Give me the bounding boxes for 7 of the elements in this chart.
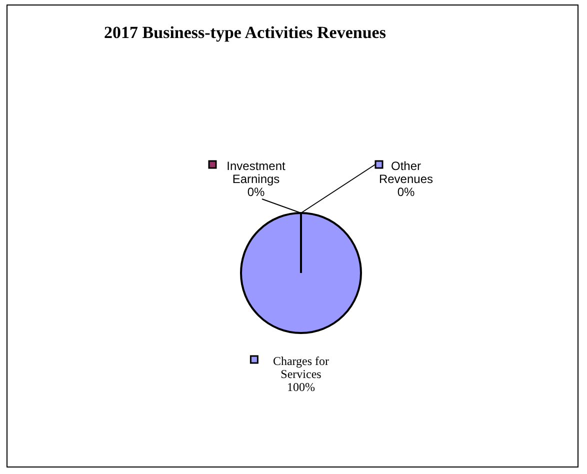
- chart-title: 2017 Business-type Activities Revenues: [104, 23, 386, 42]
- text: 0%: [397, 185, 415, 199]
- legend-label: Charges for Services: [272, 354, 330, 381]
- data-label: 100%: [287, 380, 315, 394]
- legend-label: Investment Earnings: [226, 159, 286, 186]
- text: 0%: [247, 185, 265, 199]
- legend-label: Other Revenues: [378, 159, 434, 186]
